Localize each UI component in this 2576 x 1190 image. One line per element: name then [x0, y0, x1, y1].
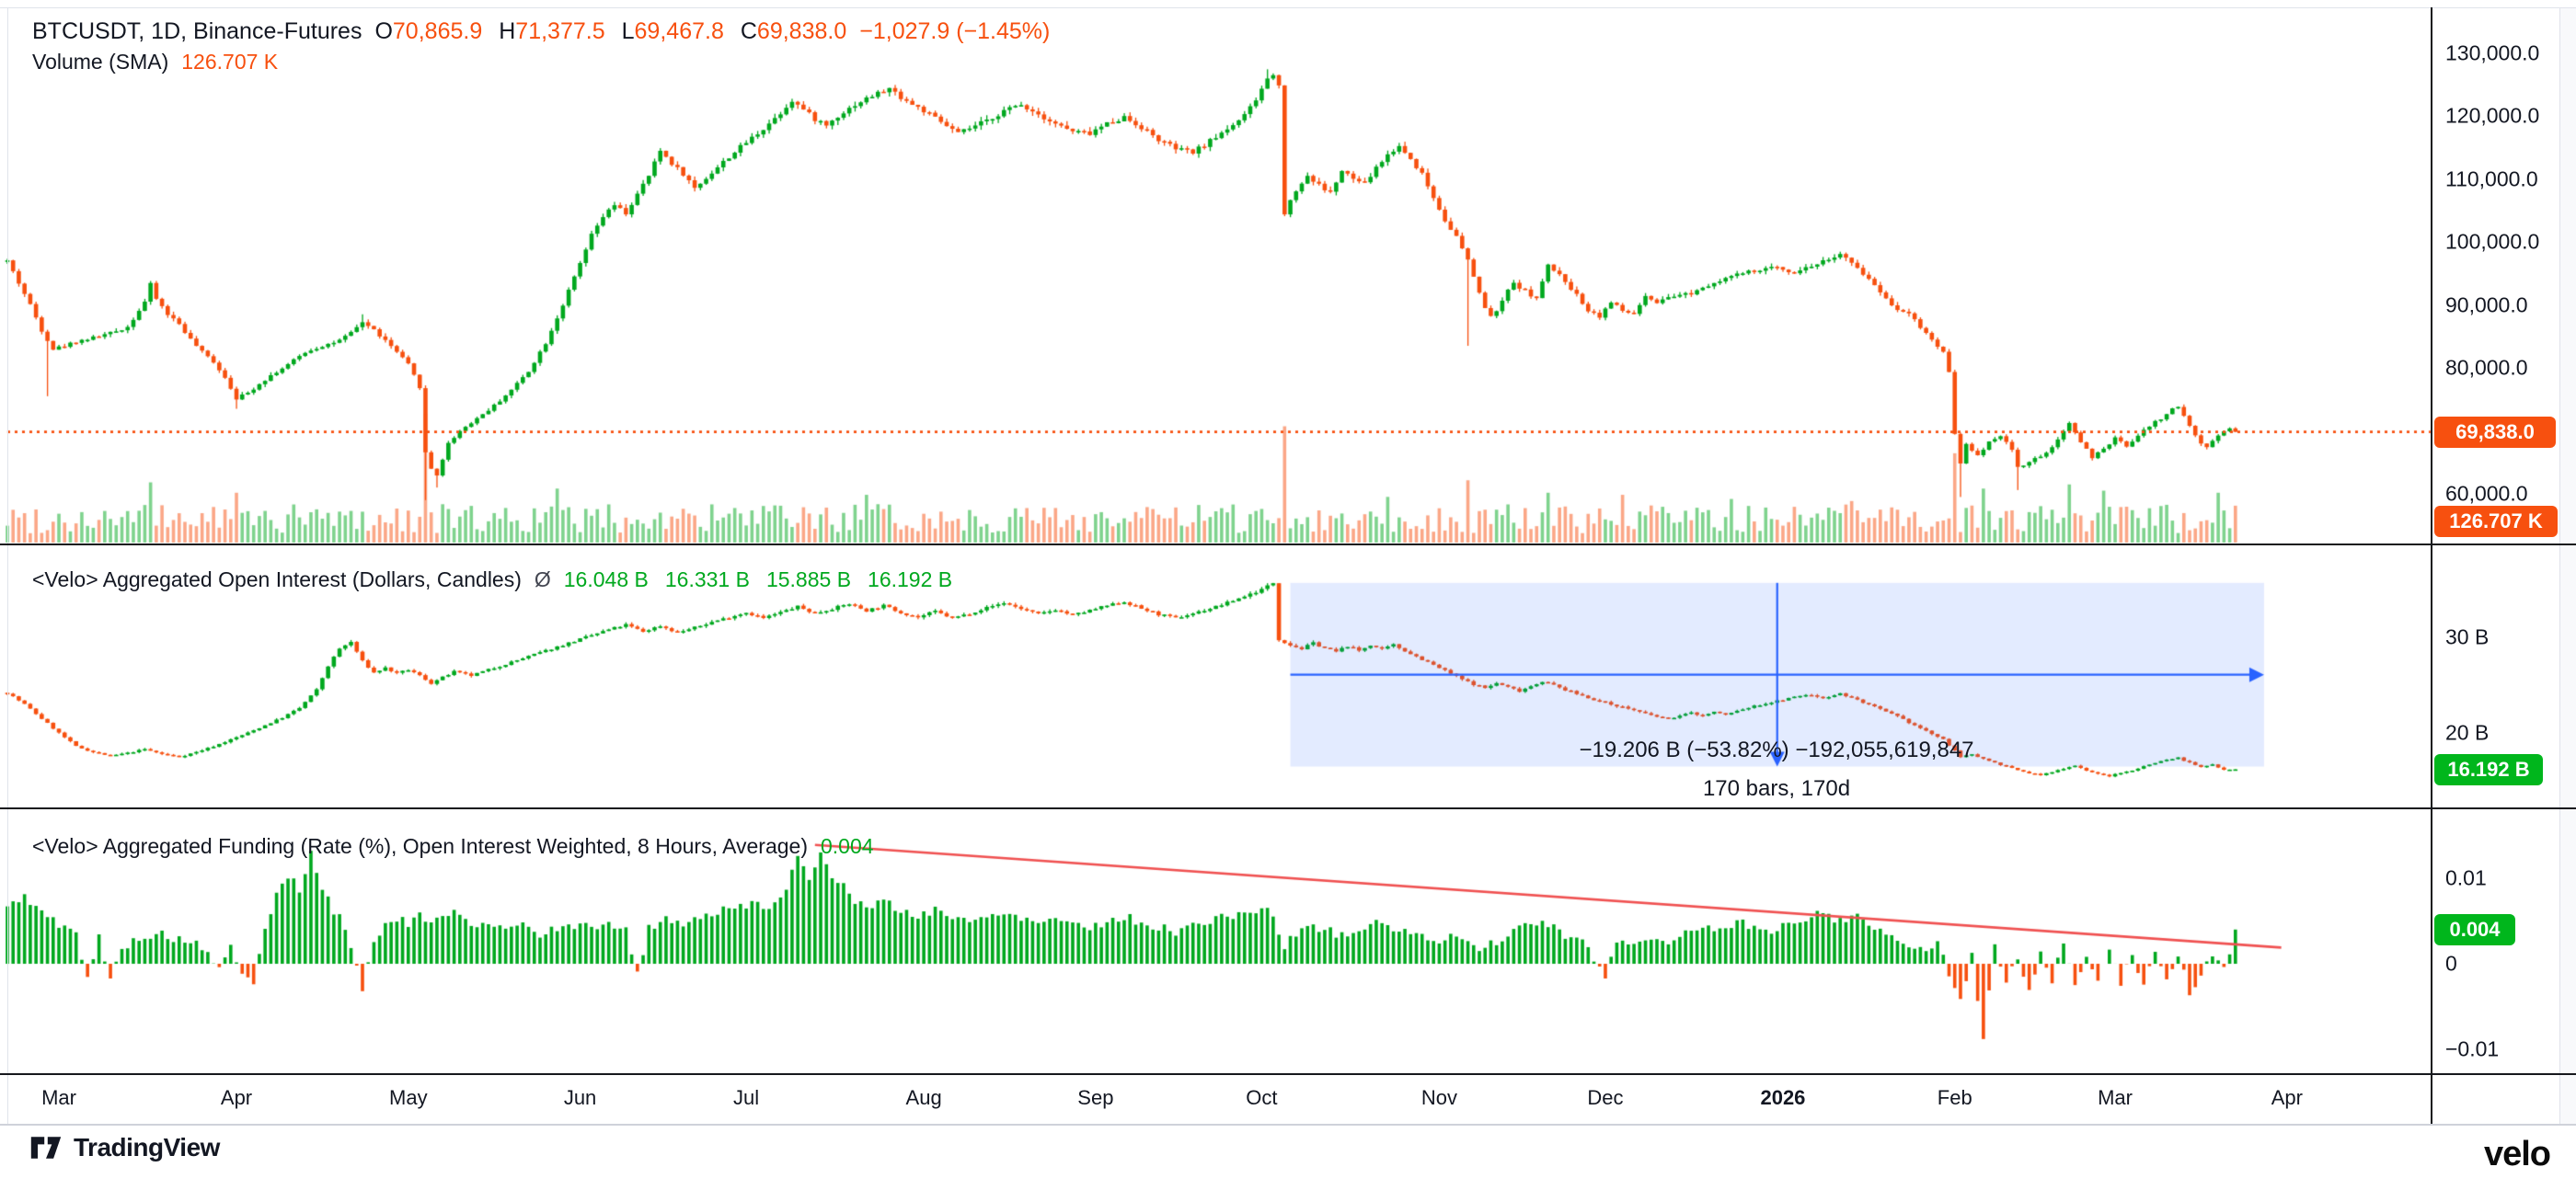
time-axis-label-mar: Mar: [2098, 1086, 2133, 1109]
funding-legend-row[interactable]: <Velo> Aggregated Funding (Rate (%), Ope…: [32, 834, 874, 859]
time-axis-label-apr: Apr: [220, 1086, 253, 1109]
funding-tick-label: 0.01: [2445, 865, 2487, 890]
time-axis-label-oct: Oct: [1246, 1086, 1278, 1109]
time-axis-label-apr: Apr: [2271, 1086, 2303, 1109]
last-price-tag: 69,838.0: [2434, 416, 2556, 448]
time-axis-label-feb: Feb: [1937, 1086, 1972, 1109]
oi-tick-label: 20 B: [2445, 720, 2490, 745]
volume-value: 126.707 K: [181, 50, 279, 74]
price-tick-label: 100,000.0: [2445, 229, 2540, 254]
time-axis-label-2026: 2026: [1760, 1086, 1806, 1109]
chart-top-border: [0, 7, 2576, 8]
right-gutter: [2559, 7, 2576, 1124]
tradingview-attribution[interactable]: TradingView: [29, 1133, 220, 1162]
oi-ohlc-item: 15.885 B: [765, 567, 852, 591]
price-tick-label: 80,000.0: [2445, 355, 2528, 380]
separator-oi-funding[interactable]: [0, 807, 2576, 809]
ohlc-item: L69,467.8: [621, 18, 724, 44]
funding-title[interactable]: <Velo> Aggregated Funding (Rate (%), Ope…: [32, 834, 808, 858]
ohlc-values: O70,865.9 H71,377.5 L69,467.8 C69,838.0: [374, 18, 846, 45]
oi-value-tag: 16.192 B: [2434, 753, 2543, 785]
ohlc-item: O70,865.9: [374, 18, 483, 44]
measure-bars-label: 170 bars, 170d: [1702, 776, 1851, 801]
oi-ohlc-item: 16.192 B: [868, 567, 953, 591]
volume-value-tag: 126.707 K: [2434, 506, 2558, 537]
price-scale-border: [2431, 7, 2432, 1124]
time-axis-label-aug: Aug: [905, 1086, 942, 1109]
time-axis-label-nov: Nov: [1420, 1086, 1457, 1109]
time-axis-label-mar: Mar: [41, 1086, 76, 1109]
funding-tick-label: 0: [2445, 951, 2457, 976]
price-tick-label: 60,000.0: [2445, 481, 2528, 506]
time-axis-label-may: May: [389, 1086, 428, 1109]
oi-tick-label: 30 B: [2445, 624, 2490, 649]
measure-value-label: −19.206 B (−53.82%) −192,055,619,847: [1579, 738, 1974, 762]
oi-avg-symbol: Ø: [534, 567, 551, 591]
oi-ohlc-item: 16.048 B: [563, 567, 649, 591]
oi-title[interactable]: <Velo> Aggregated Open Interest (Dollars…: [32, 567, 522, 591]
change-value: −1,027.9 (−1.45%): [859, 18, 1051, 44]
velo-logo: velo: [2483, 1135, 2551, 1173]
time-axis-label-jul: Jul: [733, 1086, 760, 1109]
symbol-title[interactable]: BTCUSDT, 1D, Binance-Futures: [32, 18, 362, 44]
symbol-legend-row[interactable]: BTCUSDT, 1D, Binance-Futures O70,865.9 H7…: [32, 18, 1050, 45]
time-axis-label-jun: Jun: [563, 1086, 597, 1109]
funding-tick-label: −0.01: [2445, 1036, 2500, 1061]
ohlc-item: H71,377.5: [499, 18, 605, 44]
price-tick-label: 120,000.0: [2445, 103, 2540, 128]
separator-funding-timeaxis: [0, 1073, 2576, 1075]
oi-ohlc-item: 16.331 B: [664, 567, 750, 591]
volume-legend-row[interactable]: Volume (SMA) 126.707 K: [32, 50, 278, 74]
price-tick-label: 90,000.0: [2445, 292, 2528, 316]
funding-current-value: 0.004: [821, 834, 874, 858]
funding-value-tag: 0.004: [2434, 913, 2515, 945]
oi-ohlc-values: 16.048 B 16.331 B 15.885 B 16.192 B: [564, 567, 952, 592]
price-tick-label: 110,000.0: [2445, 166, 2538, 191]
price-tick-label: 130,000.0: [2445, 40, 2540, 65]
volume-label[interactable]: Volume (SMA): [32, 50, 169, 74]
oi-legend-row[interactable]: <Velo> Aggregated Open Interest (Dollars…: [32, 567, 952, 592]
tradingview-logo-text: TradingView: [74, 1133, 220, 1161]
chart-left-border: [7, 7, 8, 1124]
time-axis-label-sep: Sep: [1077, 1086, 1114, 1109]
separator-price-oi[interactable]: [0, 544, 2576, 545]
tradingview-logo-icon: [30, 1137, 62, 1159]
time-axis-label-dec: Dec: [1587, 1086, 1624, 1109]
footer-divider: [0, 1124, 2576, 1126]
ohlc-item: C69,838.0: [740, 18, 847, 44]
